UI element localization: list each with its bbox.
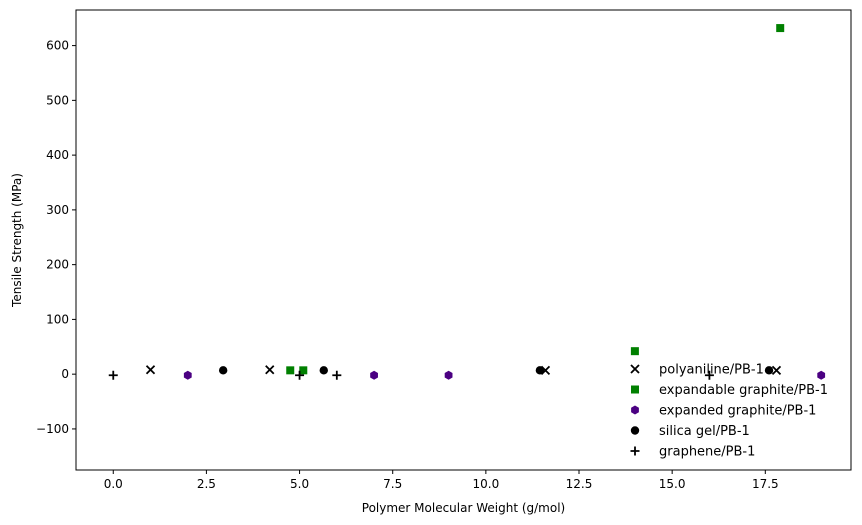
x-tick-label: 2.5 — [197, 477, 216, 491]
y-axis-ticks: −100 0 100 200 300 400 500 600 — [36, 39, 76, 436]
data-point — [145, 365, 156, 375]
data-point — [108, 370, 118, 380]
data-point — [286, 366, 295, 375]
legend-marker — [631, 405, 639, 415]
data-point — [444, 370, 453, 380]
legend-label: expandable graphite/PB-1 — [659, 383, 828, 398]
data-point — [370, 370, 378, 380]
legend-marker — [630, 446, 640, 456]
y-tick-label: 300 — [46, 203, 69, 217]
y-tick-label: 500 — [46, 93, 69, 107]
y-tick-label: −100 — [36, 422, 69, 436]
x-tick-label: 17.5 — [752, 477, 779, 491]
y-tick-label: 600 — [46, 39, 69, 53]
y-tick-label: 0 — [61, 367, 69, 381]
data-marks — [108, 24, 826, 380]
y-axis-label: Tensile Strength (MPa) — [10, 173, 24, 308]
legend-marker — [631, 385, 639, 394]
legend: polyaniline/PB-1 expandable graphite/PB-1… — [630, 363, 828, 460]
legend-label: polyaniline/PB-1 — [659, 363, 764, 378]
x-tick-label: 12.5 — [566, 477, 593, 491]
data-point — [776, 24, 785, 33]
y-tick-label: 200 — [46, 258, 69, 272]
data-point — [817, 370, 826, 380]
data-point — [332, 370, 342, 380]
x-tick-label: 15.0 — [659, 477, 686, 491]
x-tick-label: 0.0 — [104, 477, 123, 491]
x-tick-label: 7.5 — [383, 477, 402, 491]
data-point — [265, 365, 275, 375]
data-point — [764, 366, 774, 375]
data-point — [771, 365, 782, 375]
data-point — [704, 370, 714, 380]
legend-label: expanded graphite/PB-1 — [659, 404, 816, 419]
y-tick-label: 400 — [46, 148, 69, 162]
legend-label: silica gel/PB-1 — [659, 424, 750, 439]
x-tick-label: 5.0 — [290, 477, 309, 491]
data-point — [630, 347, 639, 356]
data-point — [295, 370, 305, 380]
x-axis-ticks: 0.0 2.5 5.0 7.5 10.0 12.5 15.0 17.5 — [104, 470, 779, 491]
y-tick-label: 100 — [46, 312, 69, 326]
data-point — [535, 366, 545, 375]
data-point — [319, 366, 328, 375]
data-point — [218, 366, 228, 375]
legend-marker — [630, 364, 640, 374]
legend-label: graphene/PB-1 — [659, 445, 755, 460]
data-point — [183, 370, 192, 380]
x-axis-label: Polymer Molecular Weight (g/mol) — [362, 501, 565, 515]
x-tick-label: 10.0 — [472, 477, 499, 491]
plot-area — [75, 9, 852, 471]
data-point — [299, 366, 308, 375]
legend-marker — [630, 426, 640, 435]
